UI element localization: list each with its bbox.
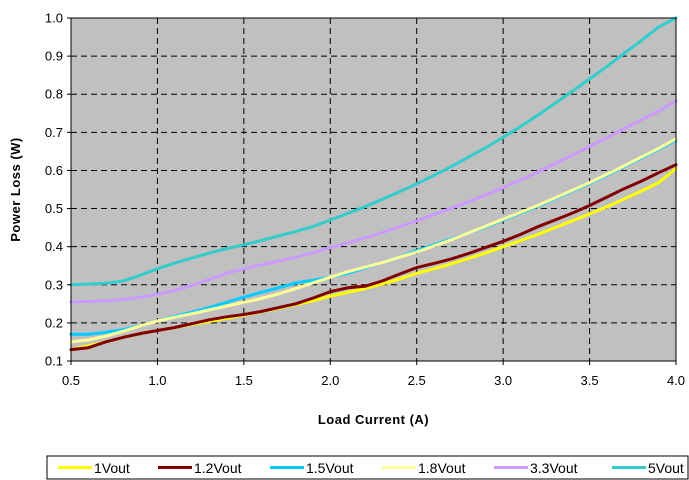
legend-label: 1Vout bbox=[94, 460, 130, 476]
plot-border bbox=[70, 17, 677, 362]
legend-label: 1.8Vout bbox=[418, 460, 466, 476]
series-line-1-2vout bbox=[69, 163, 678, 352]
y-tick-label: 0.9 bbox=[45, 49, 63, 64]
series-line-3-3vout bbox=[69, 99, 678, 304]
x-tick-label: 3.5 bbox=[581, 373, 599, 388]
x-tick-label: 3.0 bbox=[494, 373, 512, 388]
y-tick-label: 0.7 bbox=[45, 125, 63, 140]
x-axis-title: Load Current (A) bbox=[318, 412, 429, 427]
y-tick-label: 0.8 bbox=[45, 87, 63, 102]
series-layer bbox=[69, 16, 678, 352]
x-tick-label: 4.0 bbox=[667, 373, 685, 388]
y-tick-label: 0.2 bbox=[45, 315, 63, 330]
x-tick-label: 2.0 bbox=[321, 373, 339, 388]
plot-area bbox=[71, 18, 676, 361]
y-tick-label: 1.0 bbox=[45, 11, 63, 26]
legend-label: 5Vout bbox=[648, 460, 684, 476]
x-axis-ticks: 0.5 1.0 1.5 2.0 2.5 3.0 3.5 4.0 bbox=[62, 361, 685, 388]
x-tick-label: 1.5 bbox=[235, 373, 253, 388]
y-tick-label: 0.6 bbox=[45, 163, 63, 178]
y-tick-label: 0.1 bbox=[45, 354, 63, 369]
x-tick-label: 1.0 bbox=[148, 373, 166, 388]
y-axis-ticks: 0.1 0.2 0.3 0.4 0.5 0.6 0.7 0.8 0.9 1.0 bbox=[45, 11, 71, 369]
y-tick-label: 0.5 bbox=[45, 201, 63, 216]
legend: 1Vout 1.2Vout 1.5Vout 1.8Vout 3.3Vout 5Vout bbox=[46, 455, 689, 480]
legend-label: 1.5Vout bbox=[306, 460, 354, 476]
y-axis-title: Power Loss (W) bbox=[8, 137, 23, 242]
x-tick-label: 2.5 bbox=[408, 373, 426, 388]
x-tick-label: 0.5 bbox=[62, 373, 80, 388]
y-tick-label: 0.3 bbox=[45, 277, 63, 292]
series-line-1-8vout bbox=[69, 137, 678, 344]
series-line-5vout bbox=[69, 16, 678, 287]
legend-label: 3.3Vout bbox=[530, 460, 578, 476]
legend-box bbox=[46, 455, 689, 480]
legend-label: 1.2Vout bbox=[194, 460, 242, 476]
y-tick-label: 0.4 bbox=[45, 239, 63, 254]
